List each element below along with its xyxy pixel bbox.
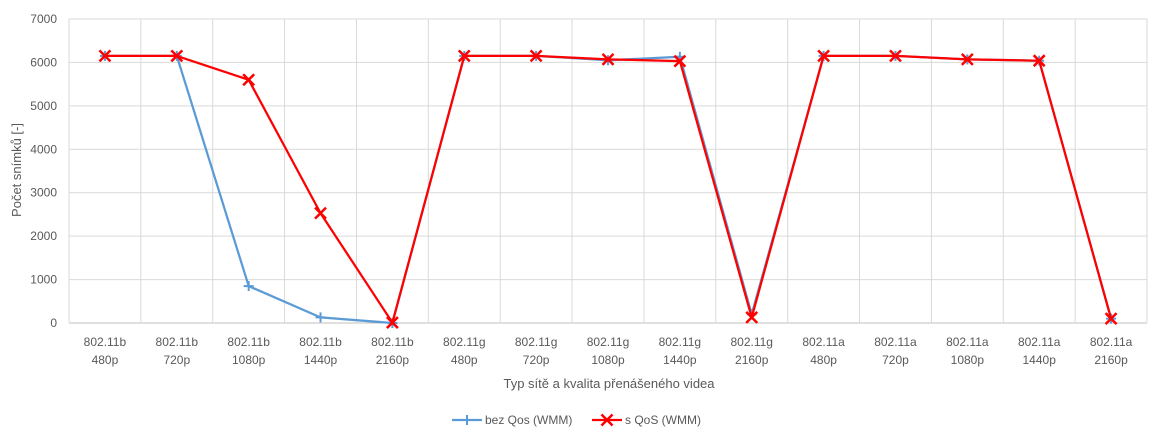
x-tick-label: 802.11a 2160p	[1090, 335, 1133, 367]
y-tick-label: 5000	[30, 99, 57, 113]
y-tick-label: 7000	[30, 12, 57, 26]
x-tick-label: 802.11b 720p	[156, 335, 199, 367]
x-tick-label: 802.11b 1440p	[299, 335, 342, 367]
legend-label: bez Qos (WMM)	[485, 413, 572, 427]
data-point	[386, 316, 399, 329]
y-axis-title: Počet snímků [-]	[9, 123, 24, 217]
x-tick-label: 802.11a 720p	[874, 335, 917, 367]
y-tick-label: 6000	[30, 55, 57, 69]
x-tick-label: 802.11a 1080p	[946, 335, 989, 367]
legend-item: s QoS (WMM)	[592, 413, 701, 427]
data-point	[889, 49, 902, 63]
data-point	[170, 49, 184, 63]
legend: bez Qos (WMM) s QoS (WMM)	[452, 413, 701, 427]
data-point	[242, 73, 256, 87]
data-point	[600, 413, 614, 427]
legend-label: s QoS (WMM)	[625, 413, 701, 427]
x-tick-label: 802.11g 480p	[443, 335, 486, 367]
data-point	[1104, 312, 1118, 326]
data-point	[601, 53, 615, 66]
data-point	[98, 49, 112, 63]
legend-item: bez Qos (WMM)	[452, 413, 572, 427]
data-point	[462, 415, 472, 425]
x-tick-label: 802.11a 480p	[802, 335, 845, 367]
x-tick-label: 802.11g 720p	[515, 335, 558, 367]
x-tick-label: 802.11a 1440p	[1018, 335, 1061, 367]
data-point	[673, 54, 687, 68]
data-point	[315, 312, 326, 323]
grid	[68, 18, 1148, 324]
series-line	[104, 54, 1113, 325]
data-point	[960, 53, 974, 66]
data-point	[817, 49, 830, 63]
y-tick-label: 0	[50, 316, 57, 330]
y-tick-label: 3000	[30, 186, 57, 200]
x-tick-label: 802.11g 2160p	[730, 335, 773, 367]
series-bez-qos	[99, 50, 1117, 328]
x-tick-label: 802.11g 1440p	[659, 335, 702, 367]
y-tick-label: 4000	[30, 142, 57, 156]
data-point	[457, 49, 471, 63]
x-tick-label: 802.11b 480p	[84, 335, 127, 367]
series-line	[104, 54, 1113, 324]
x-tick-label: 802.11b 1080p	[227, 335, 270, 367]
y-tick-label: 1000	[30, 273, 57, 287]
series-s-qos	[98, 49, 1118, 329]
series-layer	[98, 49, 1118, 329]
data-point	[243, 281, 254, 292]
x-axis-title: Typ sítě a kvalita přenášeného videa	[503, 376, 715, 391]
data-point	[529, 49, 543, 63]
y-axis-ticks: 0 1000 2000 3000 4000 5000 6000 7000	[30, 12, 57, 330]
data-point	[314, 206, 327, 220]
x-tick-label: 802.11b 2160p	[371, 335, 414, 367]
x-axis-ticks: 802.11b 480p 802.11b 720p 802.11b 1080p 802.11…	[84, 335, 1133, 367]
data-point	[745, 310, 759, 324]
data-point	[1032, 54, 1046, 68]
x-tick-label: 802.11g 1080p	[587, 335, 630, 367]
y-tick-label: 2000	[30, 229, 57, 243]
